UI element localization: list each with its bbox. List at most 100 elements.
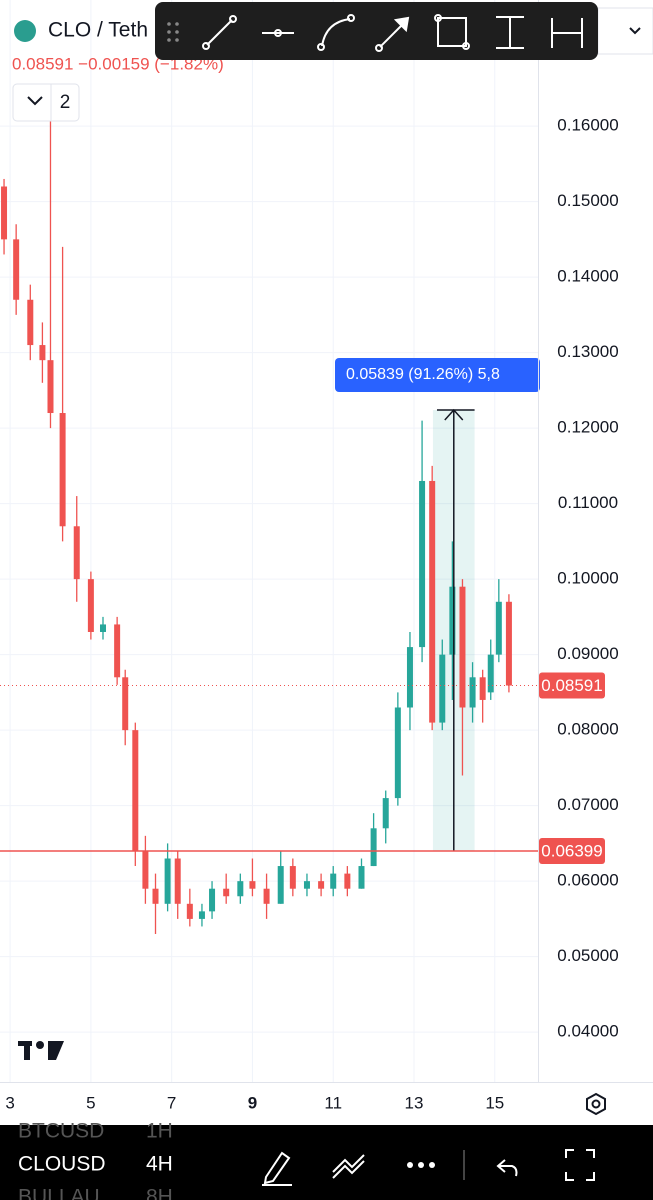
candle-body xyxy=(152,888,159,904)
undo-icon[interactable] xyxy=(496,1159,518,1177)
rectangle-tool[interactable] xyxy=(434,14,470,50)
date-range-tool[interactable] xyxy=(551,18,583,48)
y-tick-label: 0.05000 xyxy=(557,946,618,965)
indicator-count: 2 xyxy=(60,92,71,113)
y-tick-label: 0.15000 xyxy=(557,191,618,210)
last-price-label-bg xyxy=(539,672,605,699)
tv-logo xyxy=(18,1041,64,1060)
measure-arrowhead xyxy=(444,408,464,421)
symbol-name[interactable]: CLO / Teth xyxy=(48,19,148,42)
candle-body xyxy=(47,360,54,414)
measure-label: 0.05839 (91.26%) 5,8 xyxy=(346,366,500,383)
bottom-symbol[interactable]: CLOUSD xyxy=(18,1153,106,1176)
x-tick-label: 5 xyxy=(86,1093,95,1112)
y-tick-label: 0.14000 xyxy=(557,267,618,286)
candle-body xyxy=(459,586,466,708)
bottom-symbol[interactable]: BTCUSD xyxy=(18,1120,104,1143)
candle-body xyxy=(330,873,337,889)
candle-body xyxy=(164,858,171,904)
candle-body xyxy=(237,881,244,897)
curve-tool[interactable] xyxy=(317,14,355,51)
candle-body xyxy=(198,911,205,919)
settings-icon xyxy=(591,1099,601,1109)
bottom-symbol[interactable]: BULLAU xyxy=(18,1186,100,1200)
bottom-bar xyxy=(0,1125,653,1200)
y-tick-label: 0.04000 xyxy=(557,1022,618,1041)
candle-body xyxy=(39,345,46,361)
candle-body xyxy=(429,480,436,723)
chevron-icon xyxy=(27,96,43,106)
chevron-icon xyxy=(629,27,641,35)
candle-body xyxy=(487,654,494,693)
candle-body xyxy=(495,601,502,655)
y-tick-label: 0.10000 xyxy=(557,569,618,588)
candle-body xyxy=(382,798,389,829)
x-tick-label: 15 xyxy=(485,1093,504,1112)
x-tick-label: 3 xyxy=(5,1093,14,1112)
x-tick-label: 9 xyxy=(248,1093,257,1112)
candle-body xyxy=(87,579,94,632)
x-tick-label: 11 xyxy=(324,1093,342,1112)
candle-body xyxy=(358,866,365,889)
more-icon[interactable] xyxy=(407,1162,435,1168)
horizontal-ray-tool[interactable] xyxy=(262,29,294,37)
candle-body xyxy=(344,873,351,889)
indicator-toggle[interactable] xyxy=(12,83,80,122)
candle-body xyxy=(223,888,230,897)
candle-body xyxy=(439,654,446,723)
candle-body xyxy=(277,866,284,904)
axis-border xyxy=(0,1082,653,1083)
candle-body xyxy=(1,186,8,240)
candle-body xyxy=(99,624,106,632)
candle-body xyxy=(303,881,310,889)
last-price-label: 0.08591 xyxy=(541,676,602,695)
candle-body xyxy=(370,828,377,867)
candle-body xyxy=(142,850,149,889)
candle-body xyxy=(13,239,20,300)
y-tick-label: 0.06000 xyxy=(557,871,618,890)
candle-body xyxy=(318,881,325,889)
y-tick-label: 0.16000 xyxy=(557,116,618,135)
drawing-toolbar xyxy=(155,2,653,60)
dropdown[interactable] xyxy=(597,7,653,55)
trend-line-tool[interactable] xyxy=(202,15,237,50)
candle-body xyxy=(479,677,486,700)
x-tick-label: 7 xyxy=(167,1093,176,1112)
y-tick-label: 0.08000 xyxy=(557,720,618,739)
x-tick-label: 13 xyxy=(405,1093,424,1112)
bottom-interval: 8H xyxy=(146,1186,173,1200)
indicators-icon[interactable] xyxy=(332,1154,365,1179)
candle-body xyxy=(122,677,129,731)
measure-label-bg xyxy=(335,357,540,392)
y-tick-label: 0.13000 xyxy=(557,342,618,361)
candle-body xyxy=(209,888,216,912)
y-tick-label: 0.11000 xyxy=(558,493,618,512)
axis-border xyxy=(538,0,539,1082)
symbol-logo xyxy=(14,20,36,42)
settings-icon[interactable] xyxy=(586,1092,606,1116)
arrow-tool[interactable] xyxy=(375,16,410,52)
draw-icon[interactable] xyxy=(262,1151,292,1186)
toolbar-bg xyxy=(155,2,598,60)
fullscreen-icon[interactable] xyxy=(565,1149,595,1181)
y-tick-label: 0.07000 xyxy=(557,795,618,814)
candle-body xyxy=(73,526,80,580)
candle-body xyxy=(27,299,34,346)
candle-body xyxy=(132,730,139,851)
candle-body xyxy=(174,858,181,904)
candle-body xyxy=(263,888,270,904)
hline-label: 0.06399 xyxy=(541,842,602,861)
y-tick-label: 0.09000 xyxy=(557,644,618,663)
bottom-interval: 4H xyxy=(146,1153,173,1176)
y-tick-label: 0.12000 xyxy=(557,418,618,437)
candle-body xyxy=(186,903,193,919)
candle-body xyxy=(419,480,426,648)
price-range-tool[interactable] xyxy=(496,16,524,49)
candle-body xyxy=(59,413,66,527)
candle-body xyxy=(505,601,512,686)
drag-handle[interactable] xyxy=(167,22,179,42)
candle-body xyxy=(469,677,476,708)
bottom-interval: 1H xyxy=(146,1120,173,1143)
candle-body xyxy=(289,866,296,889)
